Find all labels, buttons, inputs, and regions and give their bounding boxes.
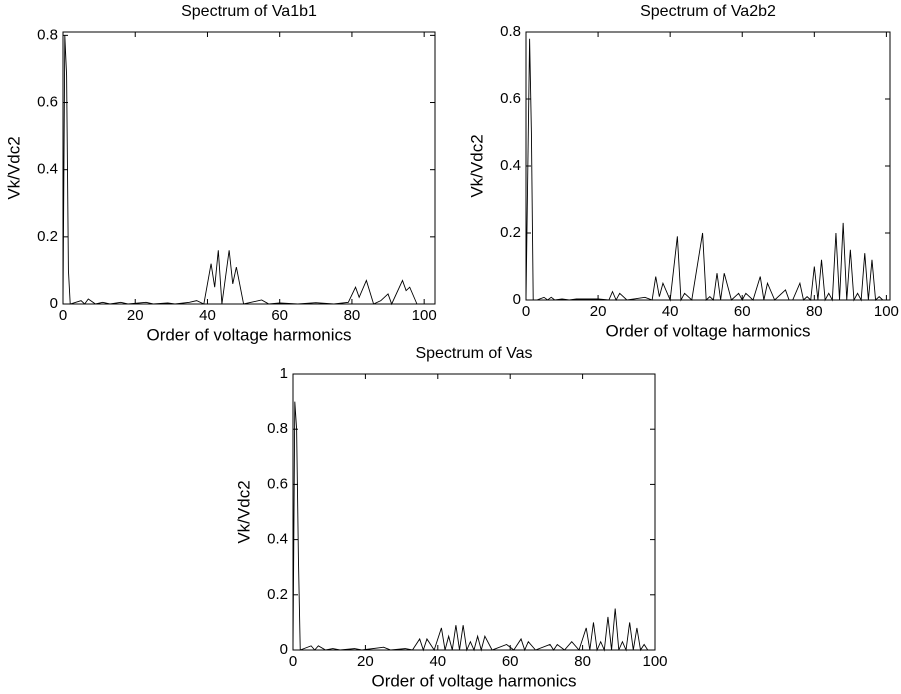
spectrum-line bbox=[525, 38, 884, 302]
y-tick-label: 0.6 bbox=[37, 93, 58, 110]
y-axis-label: Vk/Vdc2 bbox=[234, 480, 253, 543]
axes-box bbox=[292, 373, 656, 651]
x-tick-label: 20 bbox=[127, 307, 144, 324]
spectrum-line bbox=[292, 401, 649, 652]
x-tick-label: 20 bbox=[590, 303, 607, 320]
x-axis-label: Order of voltage harmonics bbox=[371, 671, 576, 690]
x-tick-label: 100 bbox=[642, 653, 667, 670]
y-tick-label: 1 bbox=[280, 365, 288, 382]
y-tick-label: 0.2 bbox=[37, 228, 58, 245]
y-tick-label: 0.8 bbox=[500, 23, 521, 40]
y-tick-label: 0 bbox=[280, 641, 288, 658]
x-tick-label: 80 bbox=[806, 303, 823, 320]
axes-box bbox=[62, 31, 436, 305]
x-tick-label: 0 bbox=[59, 307, 67, 324]
y-tick-label: 0.4 bbox=[267, 531, 288, 548]
x-tick-label: 20 bbox=[357, 653, 374, 670]
spectrum-line bbox=[62, 35, 418, 306]
y-tick-label: 0.8 bbox=[37, 26, 58, 43]
y-tick-label: 0 bbox=[513, 291, 521, 308]
y-tick-label: 0.2 bbox=[267, 586, 288, 603]
x-tick-label: 80 bbox=[344, 307, 361, 324]
x-tick-label: 40 bbox=[662, 303, 679, 320]
x-tick-label: 0 bbox=[289, 653, 297, 670]
chart-title: Spectrum of Va2b2 bbox=[640, 3, 776, 20]
chart-title: Spectrum of Vas bbox=[415, 345, 532, 362]
y-tick-label: 0.4 bbox=[500, 157, 521, 174]
x-tick-label: 100 bbox=[874, 303, 899, 320]
y-tick-label: 0 bbox=[50, 295, 58, 312]
x-tick-label: 60 bbox=[271, 307, 288, 324]
y-tick-label: 0.6 bbox=[267, 475, 288, 492]
x-axis-label: Order of voltage harmonics bbox=[605, 321, 810, 340]
chart-title: Spectrum of Va1b1 bbox=[181, 3, 317, 20]
y-tick-label: 0.8 bbox=[267, 420, 288, 437]
y-tick-label: 0.4 bbox=[37, 161, 58, 178]
x-tick-label: 40 bbox=[429, 653, 446, 670]
x-tick-label: 0 bbox=[522, 303, 530, 320]
x-tick-label: 60 bbox=[734, 303, 751, 320]
x-tick-label: 100 bbox=[412, 307, 437, 324]
x-tick-label: 60 bbox=[502, 653, 519, 670]
x-tick-label: 40 bbox=[199, 307, 216, 324]
y-tick-label: 0.6 bbox=[500, 90, 521, 107]
y-tick-label: 0.2 bbox=[500, 224, 521, 241]
axes-box bbox=[525, 31, 891, 301]
x-tick-label: 80 bbox=[574, 653, 591, 670]
y-axis-label: Vk/Vdc2 bbox=[467, 134, 486, 197]
x-axis-label: Order of voltage harmonics bbox=[146, 325, 351, 344]
y-axis-label: Vk/Vdc2 bbox=[4, 136, 23, 199]
